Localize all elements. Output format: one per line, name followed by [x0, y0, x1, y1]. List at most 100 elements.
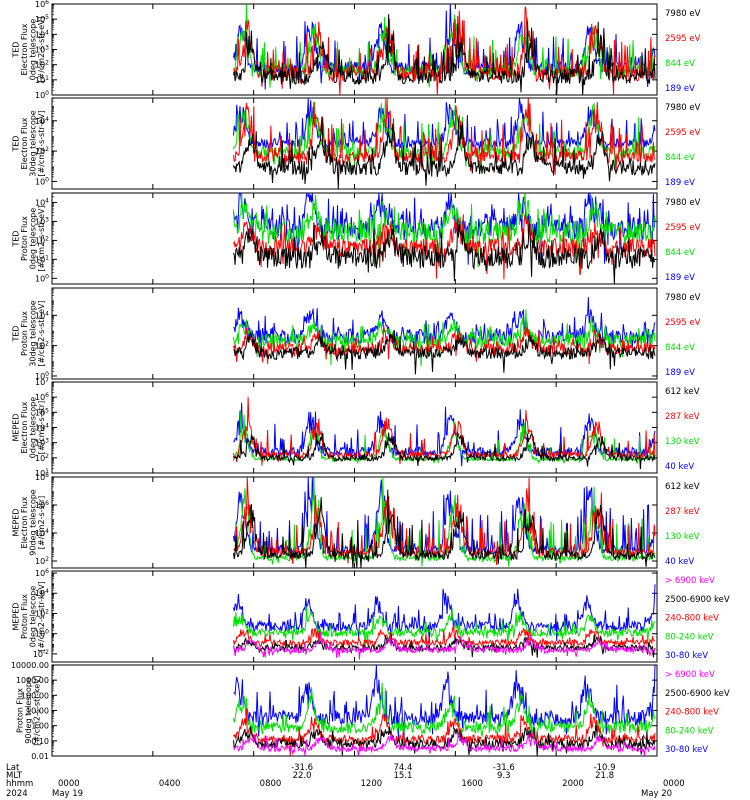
y-axis-label-line: Proton Flux — [20, 594, 29, 639]
y-axis-label-line: 0deg telescope — [28, 208, 37, 269]
y-tick-label: 106 — [35, 0, 49, 9]
series-line — [233, 731, 656, 756]
y-axis-label-line: [#/cm2-s-str] — [37, 401, 46, 454]
y-axis-label-line: [#/cm2-s-str-keV] — [37, 581, 46, 652]
y-tick-label: 103 — [35, 45, 49, 55]
y-tick-label: 101 — [35, 468, 49, 478]
mlt-value: 22.0 — [293, 771, 312, 781]
mlt-value: 15.1 — [393, 771, 412, 781]
y-tick-label: 104 — [35, 423, 49, 433]
series-line — [233, 489, 656, 568]
legend-entry: 2595 eV — [665, 318, 701, 328]
legend-entry: 30-80 keV — [665, 745, 708, 755]
x-tick-label: 0800 — [260, 779, 282, 789]
series-line — [233, 14, 656, 95]
legend-entry: 612 keV — [665, 482, 700, 492]
axis-row-label: hhmm — [6, 779, 33, 789]
legend-entry: 80-240 keV — [665, 632, 714, 642]
legend-entry: 2595 eV — [665, 128, 701, 138]
y-tick-label: 106 — [35, 392, 49, 402]
series-line — [233, 330, 656, 375]
y-axis-label: TED Electron Flux 0deg telescope [#/cm2-s-s… — [11, 16, 46, 82]
legend-entry: 189 eV — [665, 84, 695, 94]
y-tick-label: 1.00 — [31, 722, 49, 731]
lat-value: 74.4 — [393, 763, 412, 773]
y-axis-label-line: 0deg telescope — [28, 397, 37, 458]
y-axis-label-line: 30deg telescope — [28, 300, 37, 367]
legend-entry: 844 eV — [665, 343, 695, 353]
y-tick-label: 102 — [35, 146, 49, 156]
series-line — [233, 98, 656, 176]
panel-7: 10-2 100 102 104 106 MEPED Proton Flux 0deg tel… — [11, 568, 730, 663]
y-tick-label: 103 — [35, 216, 49, 226]
legend-entry: 2500-6900 keV — [665, 595, 730, 605]
legend-entry: > 6900 keV — [665, 670, 715, 680]
series-line — [233, 584, 656, 644]
y-tick-label: 102 — [35, 556, 49, 566]
legend-entry: 844 eV — [665, 248, 695, 258]
y-tick-label: 101 — [35, 254, 49, 264]
lat-value: -31.6 — [291, 763, 313, 773]
y-tick-label: 106 — [35, 500, 49, 510]
x-tick-label: 1200 — [361, 779, 383, 789]
mlt-value: 9.3 — [497, 771, 511, 781]
y-tick-label: 100 — [35, 629, 49, 639]
legend-entry: 40 keV — [665, 557, 694, 567]
axis-row-label: 2024 — [6, 789, 28, 799]
y-tick-label: 100 — [35, 176, 49, 186]
legend-entry: 189 eV — [665, 178, 695, 188]
y-axis-label-line: 90deg telescope — [28, 489, 37, 556]
series-line — [233, 724, 656, 756]
y-axis-label-line: Proton Flux — [20, 216, 29, 261]
series-line — [233, 402, 656, 467]
y-axis-label-line: TED — [11, 135, 20, 152]
mlt-value: 21.8 — [595, 771, 614, 781]
axis-row-label: Lat — [6, 763, 20, 773]
legend-entry: 2500-6900 keV — [665, 689, 730, 699]
y-tick-label: 104 — [35, 588, 49, 598]
series-line — [233, 221, 656, 284]
series-line — [233, 624, 656, 652]
legend-entry: 30-80 keV — [665, 651, 708, 661]
y-axis-label-line: Proton Flux — [16, 688, 25, 733]
y-tick-label: 104 — [35, 528, 49, 538]
series-line — [233, 98, 656, 160]
y-tick-label: 1000.00 — [16, 676, 49, 685]
y-tick-label: 104 — [35, 197, 49, 207]
x-tick-label: 1600 — [461, 779, 483, 789]
legend-entry: 7980 eV — [665, 103, 701, 113]
panel-frame — [51, 192, 658, 285]
y-tick-label: 10.00 — [26, 707, 49, 716]
y-axis-label: TED Electron Flux 30deg telescope [#/cm2-s-… — [11, 110, 46, 177]
y-tick-label: 104 — [35, 29, 49, 39]
legend-entry: 7980 eV — [665, 9, 701, 19]
y-axis-label-line: 0deg telescope — [28, 586, 37, 647]
y-tick-label: 100 — [35, 371, 49, 381]
legend-entry: 612 keV — [665, 387, 700, 397]
series-line — [233, 309, 656, 367]
legend-entry: 7980 eV — [665, 293, 701, 303]
y-tick-label: 10000.00 — [11, 661, 49, 670]
lat-value: -31.6 — [493, 763, 515, 773]
legend-entry: 844 eV — [665, 59, 695, 69]
panel-6: 102 104 106 108 MEPED Electron Flux 90deg tele… — [11, 472, 700, 569]
y-axis-label-line: MEPED — [11, 414, 20, 442]
legend-entry: 2595 eV — [665, 223, 701, 233]
y-tick-label: 104 — [35, 310, 49, 320]
series-line — [233, 477, 656, 563]
series-line — [233, 116, 656, 189]
y-tick-label: 102 — [35, 60, 49, 70]
legend-entry: 240-800 keV — [665, 614, 719, 624]
y-axis-label-line: TED — [11, 41, 20, 58]
y-axis-label-line: Electron Flux — [20, 496, 29, 548]
y-tick-label: 105 — [35, 14, 49, 24]
y-tick-label: 105 — [35, 407, 49, 417]
y-axis-label-line: Electron Flux — [20, 117, 29, 169]
date-label: May 20 — [641, 789, 672, 799]
y-axis-label-line: [#/cm2-s-str-eV] — [37, 205, 46, 271]
legend-entry: 189 eV — [665, 368, 695, 378]
legend-entry: 80-240 keV — [665, 726, 714, 736]
